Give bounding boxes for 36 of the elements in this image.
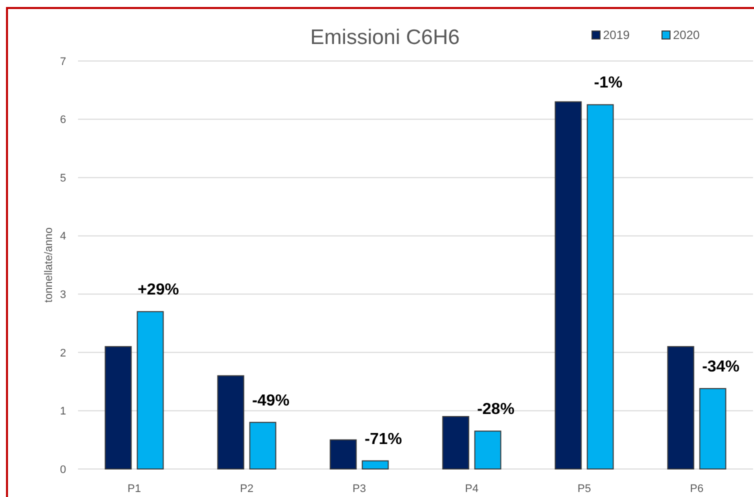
legend-label: 2019 [603, 28, 630, 42]
y-tick-label: 7 [60, 56, 66, 68]
annotation: -34% [702, 358, 740, 376]
annotation: -28% [477, 401, 514, 418]
y-axis-title: tonnellate/anno [43, 227, 55, 303]
bar [217, 375, 244, 470]
bar [136, 311, 164, 470]
x-tick-label: P6 [690, 483, 704, 495]
bar [474, 430, 502, 470]
y-tick-label: 5 [60, 172, 66, 184]
y-tick-label: 3 [60, 288, 66, 301]
x-tick-label: P3 [352, 483, 366, 495]
chart-title: Emissioni C6H6 [310, 26, 460, 49]
bar [442, 416, 470, 470]
y-tick-label: 4 [60, 230, 66, 243]
bar [330, 439, 357, 470]
y-tick-label: 1 [60, 406, 66, 418]
x-tick-label: P4 [465, 483, 478, 495]
annotation: -1% [594, 74, 622, 92]
x-tick-label: P1 [128, 483, 141, 495]
bar [362, 460, 389, 470]
bar [249, 422, 276, 470]
y-tick-label: 6 [60, 114, 66, 126]
annotation: -49% [252, 392, 290, 410]
y-tick-label: 2 [60, 347, 66, 360]
bar [667, 346, 694, 470]
bar [104, 346, 132, 470]
y-tick-label: 0 [60, 464, 66, 476]
bar [699, 388, 726, 470]
x-tick-label: P2 [240, 483, 254, 495]
legend-label: 2020 [673, 28, 700, 42]
bar [586, 104, 614, 470]
annotation: +29% [138, 282, 179, 299]
annotation: -71% [364, 430, 402, 448]
bar [554, 101, 582, 470]
x-tick-label: P5 [578, 483, 591, 495]
